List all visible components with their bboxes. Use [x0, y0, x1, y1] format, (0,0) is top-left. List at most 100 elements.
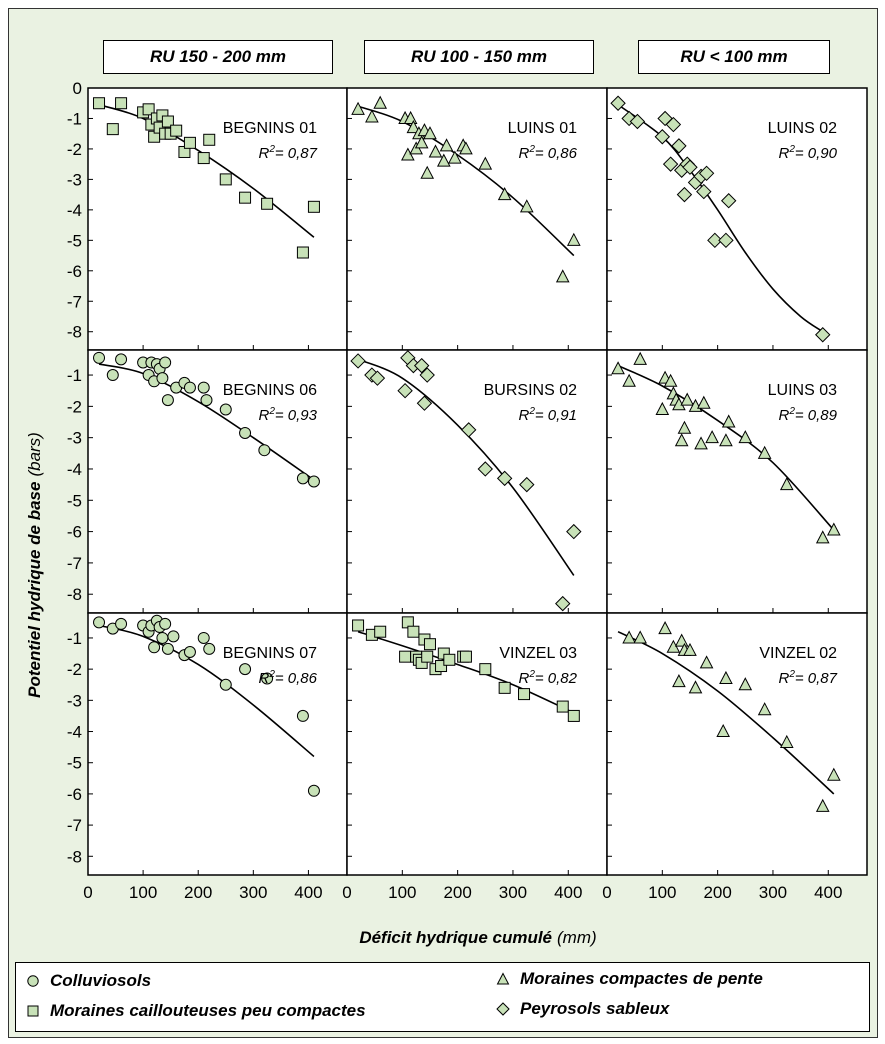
y-tick-label: -8	[67, 847, 82, 866]
data-point	[414, 135, 429, 149]
y-tick-label: -2	[67, 660, 82, 679]
data-point	[671, 138, 687, 154]
data-point	[419, 367, 435, 383]
x-tick-label: 400	[294, 883, 322, 902]
data-point	[219, 403, 232, 416]
data-point	[239, 426, 252, 439]
data-point	[696, 183, 712, 200]
data-point	[183, 645, 196, 658]
data-point	[815, 798, 830, 812]
data-point	[460, 422, 477, 438]
y-tick-label: -5	[67, 491, 82, 510]
panel-vinzel-03: 0 100 200 300 400 VINZEL 03 R2= 0,82	[342, 612, 608, 902]
data-point	[203, 133, 216, 146]
y-tick-label: -2	[67, 140, 82, 159]
data-point	[365, 109, 379, 123]
x-tick-label: 0	[83, 883, 92, 902]
data-point	[148, 641, 161, 654]
data-point	[719, 433, 733, 447]
data-point	[239, 663, 252, 676]
data-point	[296, 709, 309, 722]
data-point	[555, 269, 570, 283]
data-point	[197, 152, 210, 165]
y-tick-label: 0	[73, 79, 82, 98]
data-point	[519, 476, 535, 493]
data-point	[699, 655, 714, 669]
data-point	[167, 630, 180, 643]
data-point	[478, 156, 493, 170]
y-tick-label: -3	[67, 170, 82, 189]
x-tick-label: 100	[129, 883, 157, 902]
x-tick-label: 400	[814, 883, 842, 902]
data-point	[719, 670, 733, 684]
x-tick-label: 100	[648, 883, 676, 902]
fit-curve	[98, 103, 315, 238]
data-point	[307, 784, 320, 797]
data-point	[567, 709, 580, 722]
y-tick-label: -5	[67, 754, 82, 773]
fit-curve	[617, 364, 835, 531]
x-axis-title: Déficit hydrique cumulé (mm)	[359, 928, 596, 947]
column-header-ru-100-150: RU 100 - 150 mm	[364, 40, 594, 74]
data-point	[423, 638, 436, 651]
panel-label: VINZEL 03	[499, 645, 577, 662]
x-tick-label: 100	[388, 883, 416, 902]
data-point	[682, 159, 698, 175]
data-point	[519, 199, 534, 213]
data-point	[416, 395, 433, 411]
legend-item-moraines-caillouteuses: Moraines caillouteuses peu compactes	[26, 1001, 366, 1021]
data-point	[115, 353, 128, 366]
data-point	[296, 246, 309, 259]
r-squared-label: R2= 0,86	[518, 144, 577, 162]
data-point	[738, 677, 753, 691]
panel-label: VINZEL 02	[759, 645, 837, 662]
y-tick-label: -3	[67, 691, 82, 710]
y-tick-label: -4	[67, 201, 82, 220]
x-tick-label: 300	[239, 883, 267, 902]
r-squared-label: R2= 0,86	[258, 669, 317, 687]
y-tick-label: -7	[67, 292, 82, 311]
y-axis-label-main: Potentiel hydrique de base	[25, 482, 44, 698]
panel-label: LUINS 02	[768, 120, 837, 137]
data-point	[459, 141, 473, 155]
data-point	[718, 232, 734, 249]
data-point	[142, 103, 155, 116]
data-point	[779, 477, 794, 491]
data-point	[436, 153, 451, 167]
data-point	[203, 642, 216, 655]
data-point	[106, 369, 119, 382]
data-point	[815, 530, 830, 544]
data-point	[397, 382, 413, 399]
x-tick-label: 200	[703, 883, 731, 902]
data-point	[369, 370, 386, 386]
data-point	[779, 734, 794, 748]
data-point	[720, 193, 737, 209]
y-axis-label-unit: (bars)	[25, 432, 44, 476]
data-point	[683, 642, 697, 656]
y-tick-label: -6	[67, 785, 82, 804]
data-point	[115, 617, 128, 630]
data-point	[622, 373, 636, 387]
data-point	[161, 115, 174, 128]
data-point	[183, 381, 196, 394]
legend-item-peyrosols: Peyrosols sableux	[496, 999, 669, 1019]
data-point	[815, 327, 831, 343]
panel-luins-01: LUINS 01 R2= 0,86	[346, 87, 608, 351]
data-point	[757, 702, 772, 716]
data-point	[351, 101, 365, 115]
data-point	[239, 191, 252, 204]
data-point	[106, 123, 119, 136]
data-point	[352, 619, 365, 632]
y-tick-label: -8	[67, 585, 82, 604]
data-point	[93, 351, 106, 364]
data-point	[674, 633, 689, 647]
diamond-marker-icon	[496, 1002, 510, 1016]
data-point	[610, 95, 626, 111]
y-tick-label: -7	[67, 816, 82, 835]
data-point	[662, 156, 679, 172]
y-tick-label: -6	[67, 262, 82, 281]
data-point	[161, 394, 174, 407]
data-point	[663, 373, 678, 387]
panels-layer: 0 -1 -2 -3 -4 -5 -6 -7 -8 BEGNINS 01 R2= 0,87 LUINS…	[67, 79, 868, 902]
